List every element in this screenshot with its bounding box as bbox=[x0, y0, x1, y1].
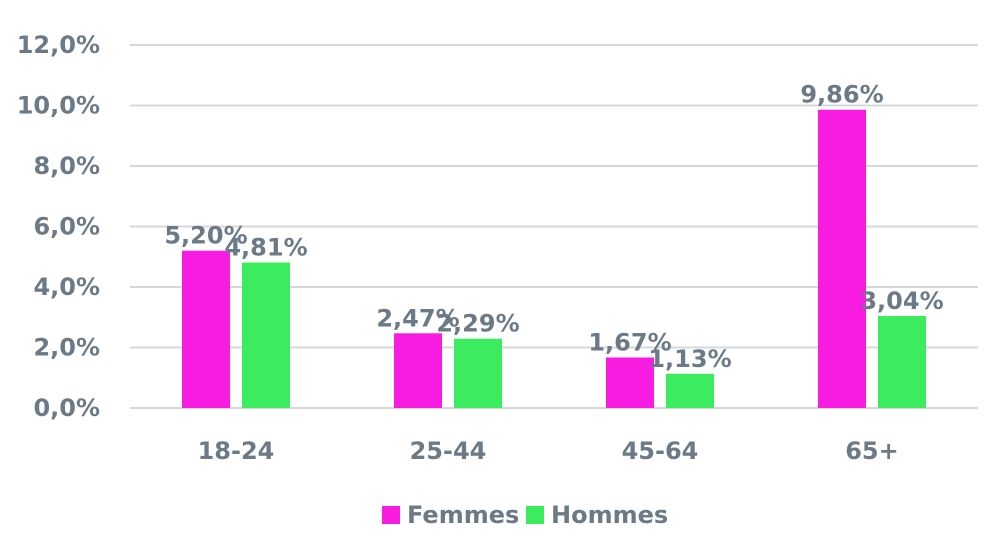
bar-hommes-18-24 bbox=[242, 262, 290, 408]
data-label: 9,86% bbox=[800, 81, 883, 109]
y-tick-label: 12,0% bbox=[17, 31, 100, 59]
legend-swatch-femmes bbox=[382, 506, 400, 524]
data-labels: 5,20%4,81% 2,47%2,29% 1,67%1,13% 9,86% 3,04% bbox=[164, 81, 943, 373]
data-label: 4,81% bbox=[224, 233, 307, 261]
legend: Femmes Hommes bbox=[382, 501, 668, 529]
x-category-label: 18-24 bbox=[198, 437, 275, 465]
x-axis-category-labels: 18-24 25-44 45-64 65+ bbox=[198, 437, 899, 465]
data-label: 2,47% bbox=[376, 304, 459, 332]
bar-hommes-25-44 bbox=[454, 338, 502, 408]
y-axis-tick-labels: 0,0% 2,0% 4,0% 6,0% 8,0% 10,0% 12,0% bbox=[17, 31, 100, 422]
bar-femmes-65+ bbox=[818, 109, 866, 409]
x-category-label: 25-44 bbox=[410, 437, 487, 465]
y-tick-label: 4,0% bbox=[33, 273, 100, 301]
data-label: 2,29% bbox=[436, 310, 519, 338]
data-label: 1,67% bbox=[588, 328, 671, 356]
y-tick-label: 2,0% bbox=[33, 334, 100, 362]
data-label: 3,04% bbox=[860, 287, 943, 315]
legend-label-hommes: Hommes bbox=[551, 501, 668, 529]
bar-hommes-45-64 bbox=[666, 373, 714, 408]
bar-femmes-18-24 bbox=[182, 250, 230, 408]
y-tick-label: 10,0% bbox=[17, 92, 100, 120]
data-label: 1,13% bbox=[648, 345, 731, 373]
x-category-label: 45-64 bbox=[622, 437, 699, 465]
y-tick-label: 6,0% bbox=[33, 213, 100, 241]
bars bbox=[182, 109, 926, 409]
x-category-label: 65+ bbox=[845, 437, 899, 465]
bar-hommes-65+ bbox=[878, 316, 926, 408]
y-tick-label: 8,0% bbox=[33, 152, 100, 180]
y-tick-label: 0,0% bbox=[33, 394, 100, 422]
legend-swatch-hommes bbox=[526, 506, 544, 524]
data-label: 5,20% bbox=[164, 222, 247, 250]
legend-label-femmes: Femmes bbox=[407, 501, 519, 529]
bar-femmes-25-44 bbox=[394, 333, 442, 408]
bar-femmes-45-64 bbox=[606, 357, 654, 408]
